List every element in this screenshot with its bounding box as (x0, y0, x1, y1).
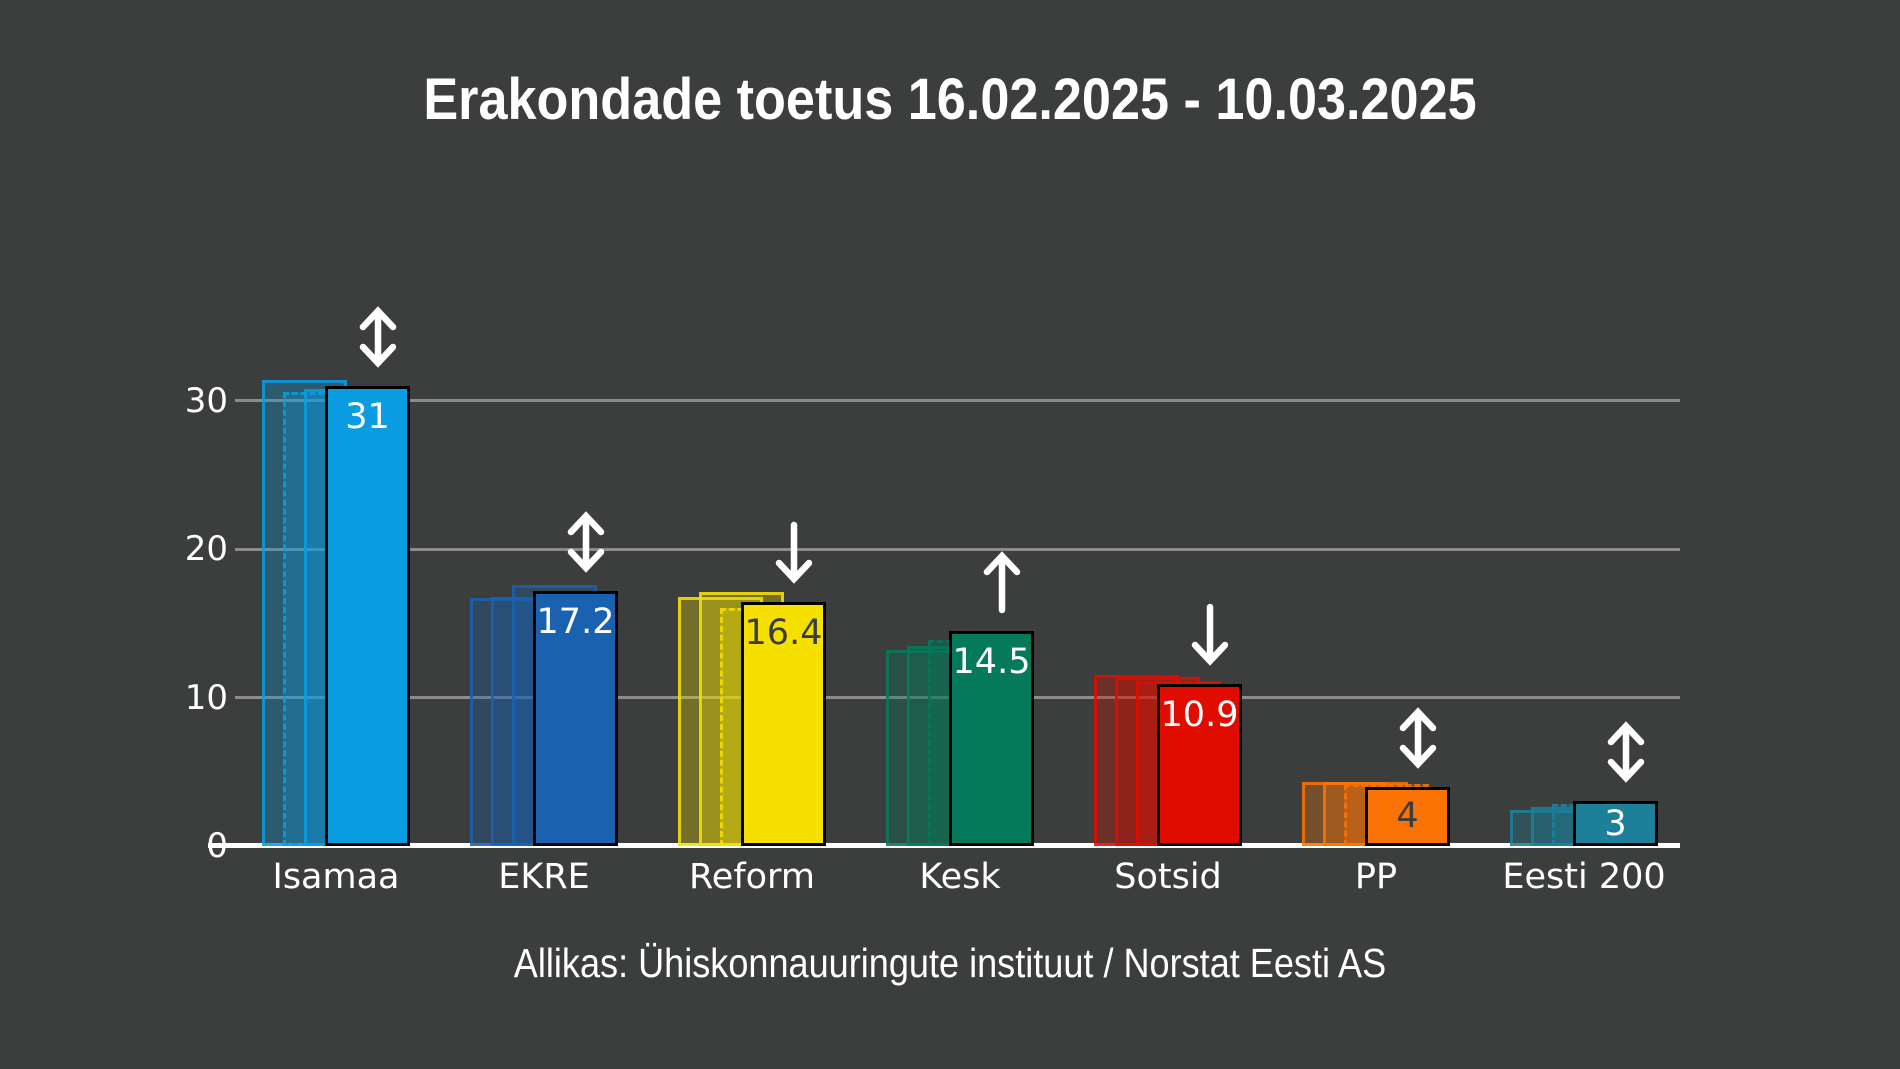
trend-arrow-kesk-up (974, 550, 1030, 614)
gridline-30 (235, 399, 1680, 402)
y-tick-20: 20 (184, 529, 228, 569)
trend-arrow-pp-both (1390, 706, 1446, 770)
source-caption: Allikas: Ühiskonnauuringute instituut / … (513, 940, 1387, 986)
trend-arrow-icon (983, 550, 1021, 613)
bar-sotsid-current: 10.9 (1157, 684, 1242, 846)
y-tick-30: 30 (184, 380, 228, 421)
x-label-sotsid: Sotsid (1114, 857, 1222, 897)
bar-reform-current: 16.4 (741, 602, 826, 846)
trend-arrow-icon (567, 510, 605, 573)
trend-arrow-icon (1191, 603, 1229, 666)
x-label-ekre: EKRE (498, 857, 590, 897)
x-label-kesk: Kesk (919, 857, 1001, 897)
bar-pp-current: 4 (1365, 786, 1450, 846)
trend-arrow-eesti-200-both (1598, 720, 1654, 784)
bar-ekre-current: 17.2 (533, 590, 618, 846)
x-label-eesti-200: Eesti 200 (1502, 857, 1666, 897)
trend-arrow-isamaa-both (350, 305, 406, 369)
value-label-kesk: 14.5 (952, 641, 1031, 682)
x-label-pp: PP (1354, 857, 1398, 897)
value-label-sotsid: 10.9 (1160, 695, 1239, 736)
gridline-20 (235, 547, 1680, 551)
trend-arrow-icon (359, 305, 397, 368)
bar-isamaa-current: 31 (325, 385, 410, 846)
trend-arrow-ekre-both (558, 510, 614, 574)
bar-kesk-current: 14.5 (949, 630, 1034, 846)
value-label-ekre: 17.2 (536, 601, 615, 642)
trend-arrow-reform-down (766, 521, 822, 585)
trend-arrow-icon (775, 522, 813, 585)
trend-arrow-icon (1399, 706, 1437, 769)
value-label-reform: 16.4 (744, 613, 823, 654)
x-label-reform: Reform (689, 857, 815, 897)
x-label-isamaa: Isamaa (272, 857, 400, 897)
trend-arrow-sotsid-down (1182, 603, 1238, 667)
y-tick-10: 10 (184, 677, 228, 718)
chart-title: Erakondade toetus 16.02.2025 - 10.03.202… (423, 67, 1477, 132)
bar-eesti-200-current: 3 (1573, 801, 1658, 846)
value-label-pp: 4 (1396, 796, 1419, 837)
value-label-isamaa: 31 (345, 396, 390, 437)
value-label-eesti-200: 3 (1604, 803, 1627, 844)
trend-arrow-icon (1607, 721, 1645, 784)
